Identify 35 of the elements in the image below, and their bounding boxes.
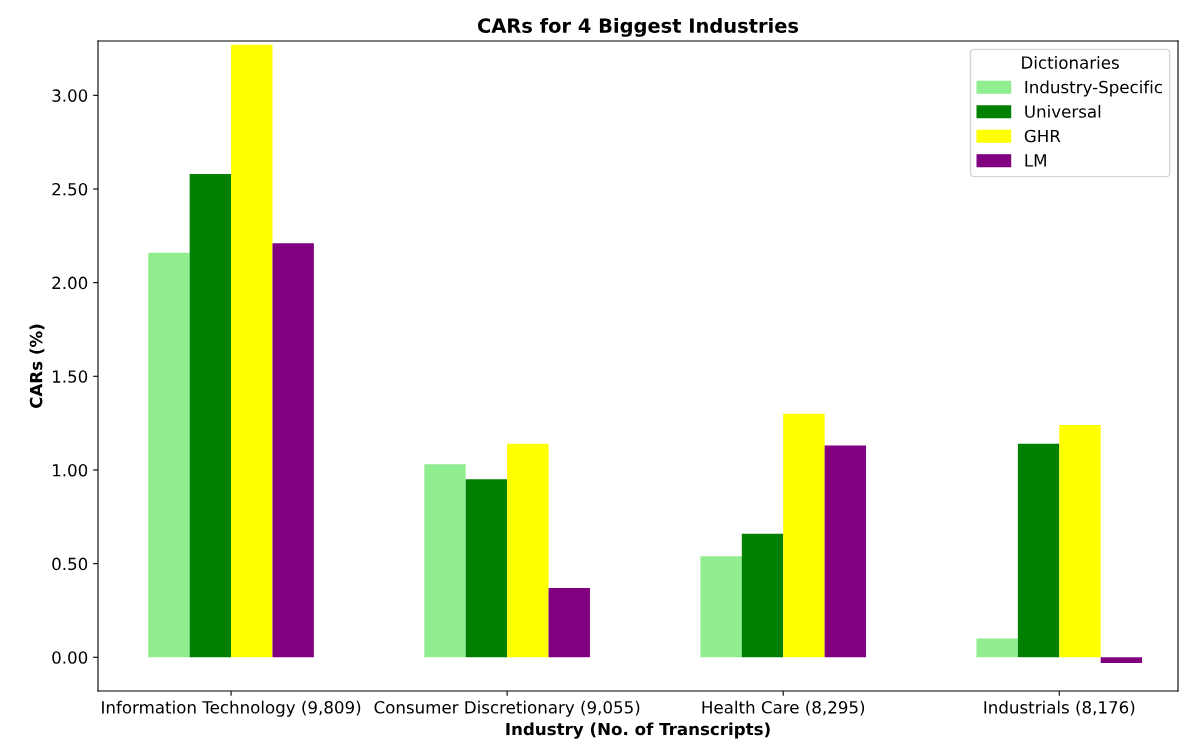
bar (1059, 425, 1101, 658)
bar (148, 252, 190, 658)
bar (189, 174, 232, 658)
x-tick-label: Health Care (8,295) (702, 700, 865, 716)
bar (1017, 443, 1060, 658)
x-axis-title: Industry (No. of Transcripts) (506, 722, 770, 739)
bar (783, 413, 825, 658)
legend-title: Dictionaries (1022, 56, 1119, 69)
bar (424, 464, 466, 658)
bar (548, 587, 590, 658)
bar (824, 445, 867, 658)
bar (507, 443, 549, 658)
y-axis-title: CARs (%) (29, 324, 45, 408)
x-tick-label: Information Technology (9,809) (102, 700, 361, 717)
legend-label: GHR (1024, 129, 1061, 143)
y-tick-label: 0.00 (52, 651, 88, 664)
y-tick-label: 2.50 (52, 182, 88, 196)
y-tick-label: 1.50 (53, 370, 88, 383)
bar (700, 556, 742, 658)
chart-title: CARs for 4 Biggest Industries (477, 17, 799, 37)
legend-label: Universal (1025, 104, 1101, 118)
y-tick-label: 3.00 (52, 89, 88, 102)
y-tick-label: 2.00 (52, 276, 88, 290)
x-tick-label: Industrials (8,176) (984, 700, 1135, 716)
y-tick-label: 0.50 (52, 557, 88, 571)
bar (465, 479, 508, 658)
legend-label: Industry-Specific (1025, 80, 1162, 97)
bar (231, 44, 273, 658)
bar (272, 243, 314, 658)
y-tick-label: 1.00 (53, 463, 88, 477)
x-tick-label: Consumer Discretionary (9,055) (374, 700, 640, 717)
bar (741, 533, 784, 658)
bar (976, 638, 1018, 658)
bar (1100, 657, 1143, 663)
legend-label: LM (1025, 154, 1046, 167)
